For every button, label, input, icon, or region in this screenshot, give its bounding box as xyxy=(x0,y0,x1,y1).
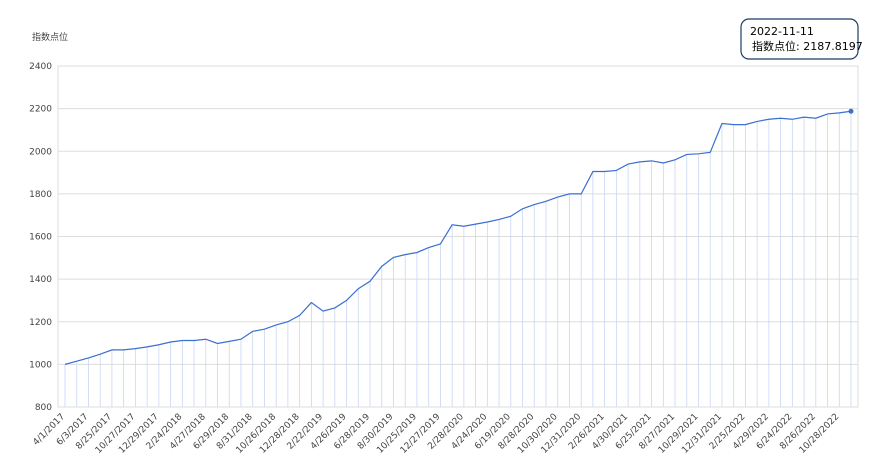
y-tick-label: 2000 xyxy=(29,147,52,157)
tooltip-date: 2022-11-11 xyxy=(750,25,814,38)
tooltip-text: 指数点位: 2187.8197 xyxy=(752,39,863,53)
y-tick-label: 1800 xyxy=(29,190,52,200)
y-tick-label: 1200 xyxy=(29,318,52,328)
tooltip-box xyxy=(740,18,859,60)
y-tick-label: 2400 xyxy=(29,62,52,72)
y-tick-label: 1400 xyxy=(29,275,52,285)
line xyxy=(64,110,852,365)
highlight-point xyxy=(848,108,854,114)
y-tick-label: 800 xyxy=(35,403,52,413)
y-tick-label: 2200 xyxy=(29,105,52,115)
y-axis-label: 指数点位 xyxy=(32,31,68,43)
y-tick-label: 1000 xyxy=(29,360,52,370)
plot: 800100012001400160018002000220024004/1/2… xyxy=(29,62,859,456)
y-tick-label: 1600 xyxy=(29,233,52,243)
